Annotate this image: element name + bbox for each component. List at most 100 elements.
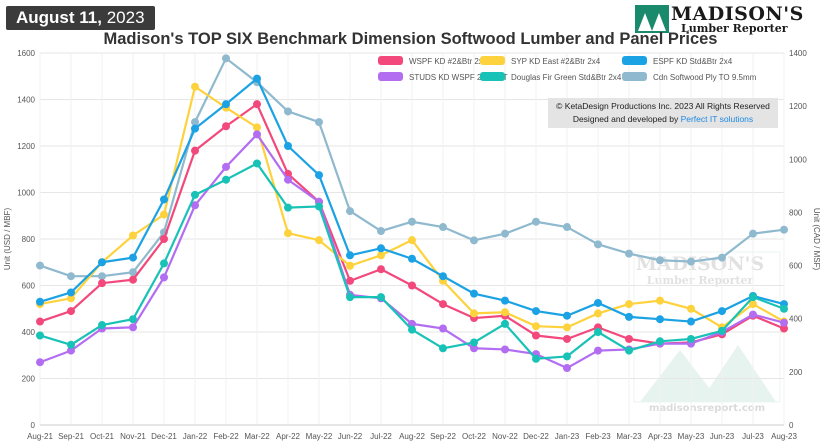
data-point[interactable] — [687, 317, 695, 326]
data-point[interactable] — [284, 175, 292, 184]
data-point[interactable] — [501, 319, 509, 328]
data-point[interactable] — [315, 236, 323, 245]
data-point[interactable] — [470, 338, 478, 347]
data-point[interactable] — [67, 307, 75, 316]
data-point[interactable] — [253, 100, 261, 109]
data-point[interactable] — [780, 318, 788, 327]
data-point[interactable] — [222, 100, 230, 109]
data-point[interactable] — [222, 54, 230, 63]
data-point[interactable] — [687, 334, 695, 343]
data-point[interactable] — [594, 346, 602, 355]
data-point[interactable] — [594, 328, 602, 336]
data-point[interactable] — [439, 300, 447, 309]
data-point[interactable] — [749, 293, 757, 302]
data-point[interactable] — [129, 275, 137, 284]
data-point[interactable] — [563, 352, 571, 361]
data-point[interactable] — [284, 229, 292, 238]
data-point[interactable] — [315, 118, 323, 127]
data-point[interactable] — [470, 344, 478, 353]
data-point[interactable] — [191, 118, 199, 127]
data-point[interactable] — [470, 236, 478, 245]
data-point[interactable] — [501, 229, 509, 238]
data-point[interactable] — [191, 82, 199, 91]
data-point[interactable] — [129, 253, 137, 262]
data-point[interactable] — [67, 340, 75, 349]
data-point[interactable] — [408, 254, 416, 263]
data-point[interactable] — [346, 261, 354, 270]
data-point[interactable] — [377, 227, 385, 236]
data-point[interactable] — [780, 225, 788, 234]
data-point[interactable] — [656, 337, 664, 346]
data-point[interactable] — [160, 235, 168, 243]
legend-item[interactable]: SYP KD East #2&Btr 2x4 — [480, 56, 601, 66]
legend-item[interactable]: ESPF KD Std&Btr 2x4 — [622, 56, 733, 66]
data-point[interactable] — [160, 273, 168, 282]
data-point[interactable] — [470, 309, 478, 318]
data-point[interactable] — [36, 297, 44, 306]
data-point[interactable] — [656, 296, 664, 305]
data-point[interactable] — [501, 308, 509, 317]
data-point[interactable] — [439, 223, 447, 232]
data-point[interactable] — [687, 304, 695, 313]
data-point[interactable] — [346, 207, 354, 216]
data-point[interactable] — [532, 322, 540, 331]
data-point[interactable] — [749, 300, 757, 309]
data-point[interactable] — [501, 296, 509, 305]
data-point[interactable] — [625, 346, 633, 355]
data-point[interactable] — [160, 195, 168, 204]
data-point[interactable] — [439, 344, 447, 353]
data-point[interactable] — [594, 309, 602, 318]
data-point[interactable] — [315, 202, 323, 211]
credit-link[interactable]: Perfect IT solutions — [680, 114, 754, 124]
data-point[interactable] — [408, 281, 416, 290]
data-point[interactable] — [532, 217, 540, 226]
data-point[interactable] — [129, 315, 137, 324]
legend-item[interactable]: Douglas Fir Green Std&Btr 2x4 — [480, 72, 622, 82]
data-point[interactable] — [67, 272, 75, 281]
data-point[interactable] — [625, 334, 633, 343]
data-point[interactable] — [129, 268, 137, 277]
data-point[interactable] — [439, 324, 447, 333]
data-point[interactable] — [563, 323, 571, 332]
data-point[interactable] — [718, 307, 726, 316]
data-point[interactable] — [780, 324, 788, 333]
data-point[interactable] — [191, 190, 199, 199]
data-point[interactable] — [718, 253, 726, 262]
data-point[interactable] — [284, 203, 292, 212]
legend-item[interactable]: Cdn Softwood Ply TO 9.5mm — [622, 72, 757, 82]
data-point[interactable] — [315, 171, 323, 180]
data-point[interactable] — [253, 130, 261, 139]
data-point[interactable] — [563, 334, 571, 343]
data-point[interactable] — [563, 364, 571, 373]
data-point[interactable] — [284, 107, 292, 116]
data-point[interactable] — [377, 251, 385, 260]
data-point[interactable] — [191, 201, 199, 210]
data-point[interactable] — [563, 311, 571, 320]
data-point[interactable] — [470, 289, 478, 298]
data-point[interactable] — [253, 74, 261, 83]
data-point[interactable] — [594, 298, 602, 307]
data-point[interactable] — [563, 223, 571, 232]
data-point[interactable] — [67, 346, 75, 355]
data-point[interactable] — [656, 315, 664, 324]
data-point[interactable] — [129, 231, 137, 240]
data-point[interactable] — [377, 244, 385, 253]
data-point[interactable] — [346, 251, 354, 260]
legend-item[interactable]: WSPF KD #2&Btr 2x4 — [378, 56, 488, 66]
data-point[interactable] — [160, 210, 168, 219]
data-point[interactable] — [439, 272, 447, 281]
data-point[interactable] — [98, 279, 106, 288]
data-point[interactable] — [780, 304, 788, 313]
data-point[interactable] — [222, 175, 230, 184]
data-point[interactable] — [98, 272, 106, 281]
data-point[interactable] — [36, 358, 44, 367]
data-point[interactable] — [346, 293, 354, 302]
data-point[interactable] — [594, 240, 602, 249]
data-point[interactable] — [532, 331, 540, 340]
data-point[interactable] — [160, 259, 168, 268]
data-point[interactable] — [718, 326, 726, 335]
data-point[interactable] — [749, 229, 757, 238]
data-point[interactable] — [749, 310, 757, 319]
data-point[interactable] — [67, 294, 75, 303]
data-point[interactable] — [625, 300, 633, 309]
